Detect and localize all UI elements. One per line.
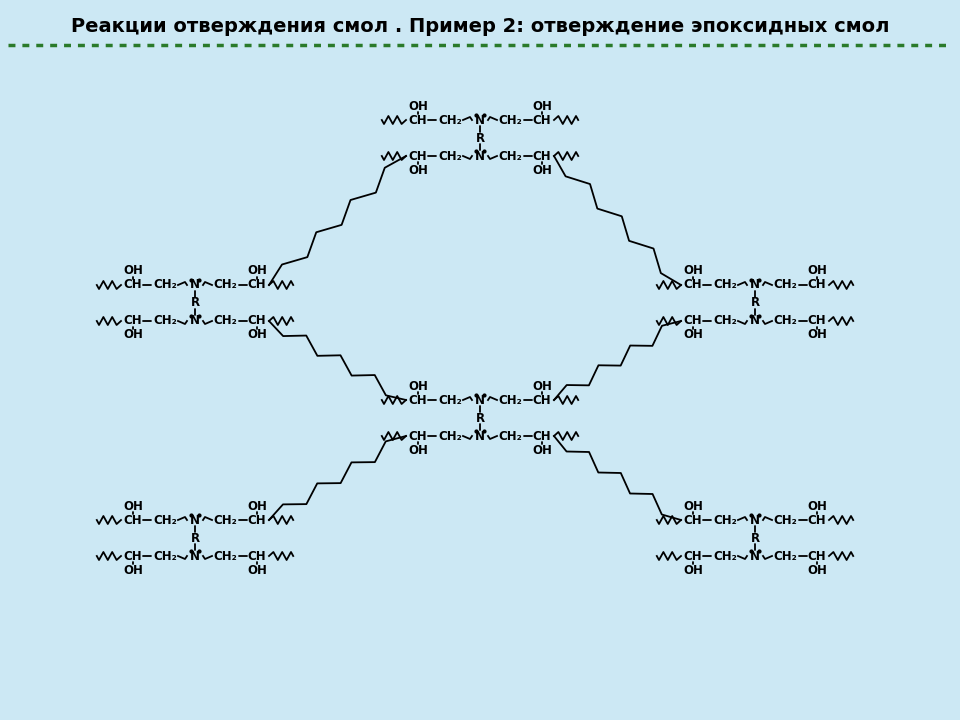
- Text: CH: CH: [409, 394, 427, 407]
- Text: CH: CH: [807, 279, 827, 292]
- Text: OH: OH: [408, 444, 428, 456]
- Text: CH: CH: [124, 513, 142, 526]
- Text: OH: OH: [123, 264, 143, 277]
- Text: OH: OH: [807, 264, 827, 277]
- Text: OH: OH: [408, 99, 428, 112]
- Text: R: R: [475, 412, 485, 425]
- Text: CH: CH: [248, 513, 266, 526]
- Text: CH₂: CH₂: [438, 430, 462, 443]
- Text: CH₂: CH₂: [213, 279, 237, 292]
- Text: CH: CH: [248, 549, 266, 562]
- Text: CH: CH: [409, 150, 427, 163]
- Text: OH: OH: [408, 163, 428, 176]
- Text: CH: CH: [533, 150, 551, 163]
- Text: OH: OH: [684, 564, 703, 577]
- Text: R: R: [190, 531, 200, 544]
- Text: N: N: [750, 513, 760, 526]
- Text: OH: OH: [532, 163, 552, 176]
- Text: R: R: [751, 297, 759, 310]
- Text: N: N: [475, 394, 485, 407]
- Text: Реакции отверждения смол . Пример 2: отверждение эпоксидных смол: Реакции отверждения смол . Пример 2: отв…: [71, 17, 889, 35]
- Text: N: N: [190, 279, 200, 292]
- Text: N: N: [475, 114, 485, 127]
- Text: CH₂: CH₂: [438, 394, 462, 407]
- Text: CH₂: CH₂: [713, 549, 737, 562]
- Text: CH₂: CH₂: [773, 513, 797, 526]
- Text: CH₂: CH₂: [438, 150, 462, 163]
- Text: OH: OH: [247, 264, 267, 277]
- Text: CH: CH: [409, 114, 427, 127]
- Text: R: R: [190, 297, 200, 310]
- Text: OH: OH: [807, 328, 827, 341]
- Text: CH: CH: [533, 430, 551, 443]
- Text: OH: OH: [123, 328, 143, 341]
- Text: OH: OH: [408, 379, 428, 392]
- Text: CH: CH: [248, 315, 266, 328]
- Text: N: N: [190, 513, 200, 526]
- Text: N: N: [750, 549, 760, 562]
- Text: CH₂: CH₂: [154, 279, 177, 292]
- Text: CH: CH: [533, 394, 551, 407]
- Text: N: N: [750, 279, 760, 292]
- Text: CH₂: CH₂: [498, 114, 522, 127]
- Text: CH: CH: [409, 430, 427, 443]
- Text: R: R: [751, 531, 759, 544]
- Text: CH₂: CH₂: [213, 549, 237, 562]
- Text: OH: OH: [247, 328, 267, 341]
- Text: N: N: [190, 549, 200, 562]
- Text: CH: CH: [684, 513, 703, 526]
- Text: CH₂: CH₂: [213, 513, 237, 526]
- Text: OH: OH: [247, 564, 267, 577]
- Text: CH: CH: [124, 549, 142, 562]
- Text: CH₂: CH₂: [154, 513, 177, 526]
- Text: CH₂: CH₂: [213, 315, 237, 328]
- Text: CH₂: CH₂: [713, 513, 737, 526]
- Text: CH: CH: [684, 549, 703, 562]
- Text: CH₂: CH₂: [154, 315, 177, 328]
- Text: CH₂: CH₂: [773, 315, 797, 328]
- Text: OH: OH: [684, 264, 703, 277]
- Text: CH₂: CH₂: [438, 114, 462, 127]
- Text: N: N: [750, 315, 760, 328]
- Text: CH₂: CH₂: [713, 315, 737, 328]
- Text: OH: OH: [684, 328, 703, 341]
- Text: CH: CH: [807, 549, 827, 562]
- Text: CH: CH: [807, 513, 827, 526]
- Text: CH: CH: [684, 315, 703, 328]
- Text: CH₂: CH₂: [498, 394, 522, 407]
- Text: OH: OH: [532, 379, 552, 392]
- Text: CH: CH: [533, 114, 551, 127]
- Text: N: N: [475, 150, 485, 163]
- Text: OH: OH: [807, 500, 827, 513]
- Text: CH: CH: [248, 279, 266, 292]
- Text: OH: OH: [123, 564, 143, 577]
- Text: CH: CH: [124, 279, 142, 292]
- Text: CH₂: CH₂: [713, 279, 737, 292]
- Text: OH: OH: [532, 99, 552, 112]
- Text: CH₂: CH₂: [498, 430, 522, 443]
- Text: OH: OH: [532, 444, 552, 456]
- Text: CH₂: CH₂: [773, 279, 797, 292]
- Text: OH: OH: [684, 500, 703, 513]
- Text: CH: CH: [124, 315, 142, 328]
- Text: OH: OH: [123, 500, 143, 513]
- Text: N: N: [190, 315, 200, 328]
- Text: N: N: [475, 430, 485, 443]
- Text: CH₂: CH₂: [498, 150, 522, 163]
- Text: R: R: [475, 132, 485, 145]
- Text: CH₂: CH₂: [773, 549, 797, 562]
- Text: CH: CH: [807, 315, 827, 328]
- Text: CH: CH: [684, 279, 703, 292]
- Text: CH₂: CH₂: [154, 549, 177, 562]
- Text: OH: OH: [247, 500, 267, 513]
- Text: OH: OH: [807, 564, 827, 577]
